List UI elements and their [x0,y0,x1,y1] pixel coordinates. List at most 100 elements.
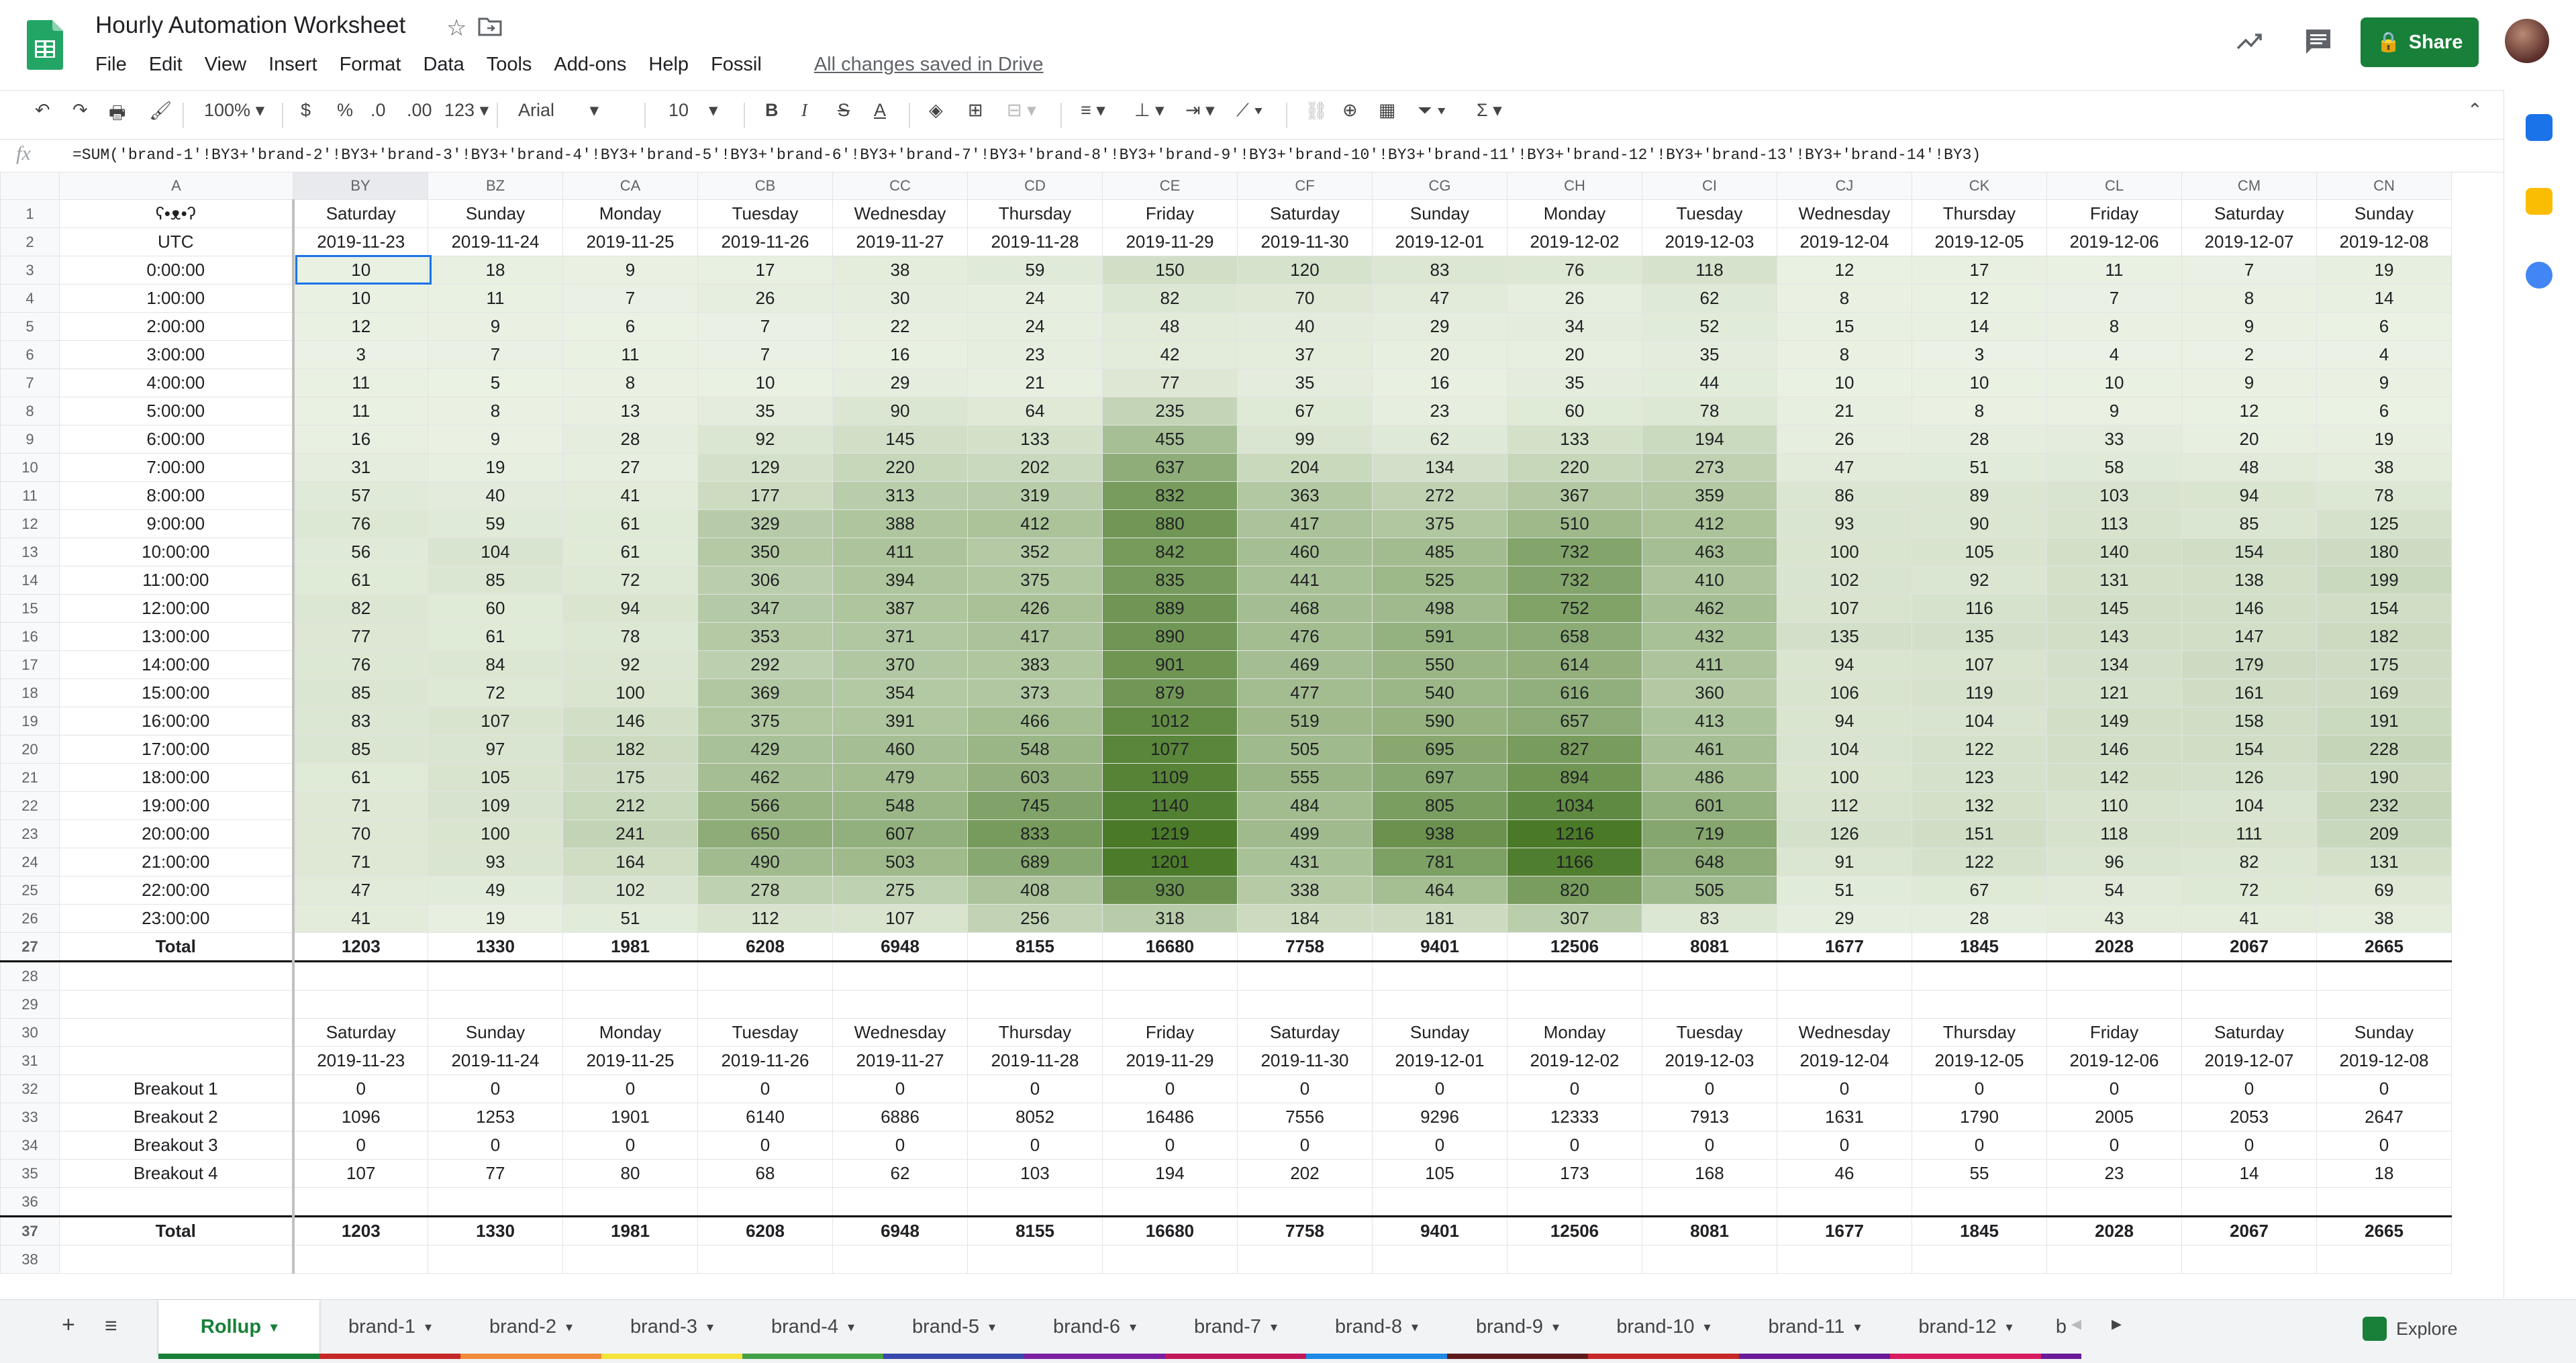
data-cell[interactable]: 116 [1912,594,2047,623]
data-cell[interactable]: 64 [967,397,1103,425]
data-cell[interactable]: 2019-12-04 [1777,1046,1912,1075]
data-cell[interactable]: 107 [293,1159,428,1188]
data-cell[interactable] [1507,961,1642,991]
row-header[interactable]: 6 [0,340,60,369]
data-cell[interactable]: 0 [1777,1074,1912,1103]
data-cell[interactable]: 134 [1372,453,1507,482]
data-cell[interactable]: 461 [1642,735,1777,764]
data-cell[interactable]: 2019-12-05 [1912,1046,2047,1075]
data-cell[interactable]: 375 [697,707,833,736]
data-cell[interactable] [562,1245,698,1274]
data-cell[interactable]: 7758 [1237,1215,1373,1246]
data-cell[interactable]: 146 [562,707,698,736]
data-cell[interactable]: 0 [1237,1131,1373,1160]
data-cell[interactable]: 94 [1777,650,1912,679]
row-label-cell[interactable]: 21:00:00 [59,848,295,876]
data-cell[interactable]: 182 [562,735,698,764]
data-cell[interactable]: 391 [832,707,968,736]
row-header[interactable]: 36 [0,1187,60,1217]
data-cell[interactable]: 412 [1642,509,1777,538]
data-cell[interactable]: 2019-11-25 [562,1046,698,1075]
data-cell[interactable] [428,961,563,991]
data-cell[interactable]: 591 [1372,622,1507,651]
data-cell[interactable]: 16 [293,425,428,454]
data-cell[interactable]: 1981 [562,1215,698,1246]
data-cell[interactable]: 145 [2046,594,2182,623]
data-cell[interactable]: 103 [967,1159,1103,1188]
tab-menu-icon[interactable]: ▾ [565,1319,573,1335]
data-cell[interactable]: 8 [2181,284,2317,313]
row-label-cell[interactable] [59,1046,295,1075]
data-cell[interactable]: 202 [1237,1159,1373,1188]
column-header[interactable]: CL [2046,172,2182,200]
data-cell[interactable]: 92 [1912,566,2047,595]
row-header[interactable]: 38 [0,1245,60,1274]
data-cell[interactable]: 7 [697,340,833,369]
menu-data[interactable]: Data [423,54,464,75]
row-header[interactable]: 14 [0,566,60,595]
data-cell[interactable]: 38 [2316,453,2452,482]
data-cell[interactable]: Sunday [2316,199,2452,228]
data-cell[interactable]: 131 [2316,848,2452,876]
row-header[interactable]: 16 [0,622,60,651]
data-cell[interactable]: 51 [1777,876,1912,905]
data-cell[interactable]: 138 [2181,566,2317,595]
data-cell[interactable]: 383 [967,650,1103,679]
menu-tools[interactable]: Tools [486,54,532,75]
data-cell[interactable] [1102,1245,1238,1274]
data-cell[interactable]: Thursday [967,1018,1103,1047]
data-cell[interactable]: 67 [1912,876,2047,905]
column-header[interactable]: CI [1642,172,1777,200]
data-cell[interactable]: 275 [832,876,968,905]
data-cell[interactable]: 9 [428,312,563,341]
data-cell[interactable]: 131 [2046,566,2182,595]
data-cell[interactable]: 6948 [832,1215,968,1246]
data-cell[interactable] [2316,1245,2452,1274]
data-cell[interactable]: 0 [2316,1131,2452,1160]
data-cell[interactable]: 0 [967,1074,1103,1103]
data-cell[interactable]: 2019-11-23 [293,1046,428,1075]
data-cell[interactable]: 463 [1642,538,1777,566]
data-cell[interactable]: 0 [562,1131,698,1160]
insert-link-icon[interactable]: ⛓ [1305,101,1328,121]
data-cell[interactable]: 411 [1642,650,1777,679]
data-cell[interactable]: 158 [2181,707,2317,736]
row-label-cell[interactable]: 23:00:00 [59,904,295,933]
data-cell[interactable]: 0 [1642,1074,1777,1103]
data-cell[interactable]: 354 [832,678,968,707]
data-cell[interactable]: 82 [293,594,428,623]
spreadsheet-grid[interactable]: A BY BZ CA CB CC CD CE CF CG CH CI CJ CK CL CM CN 1 ʕ•ᴥ•ʔ S… [0,172,2483,1293]
column-header[interactable]: CC [832,172,968,200]
tasks-icon[interactable] [2526,262,2553,289]
data-cell[interactable]: 182 [2316,622,2452,651]
menu-fossil[interactable]: Fossil [711,54,762,75]
font-size-select[interactable]: 10 ▾ [668,100,718,120]
data-cell[interactable]: 21 [967,368,1103,397]
data-cell[interactable]: 7556 [1237,1103,1373,1131]
data-cell[interactable]: 35 [1507,368,1642,397]
data-cell[interactable]: Tuesday [1642,199,1777,228]
data-cell[interactable]: 112 [697,904,833,933]
data-cell[interactable]: 85 [293,678,428,707]
data-cell[interactable] [2316,1187,2452,1217]
data-cell[interactable]: 292 [697,650,833,679]
data-cell[interactable]: 548 [967,735,1103,764]
data-cell[interactable]: 732 [1507,538,1642,566]
data-cell[interactable]: 177 [697,481,833,510]
data-cell[interactable]: 6 [2316,312,2452,341]
formula-input[interactable]: =SUM('brand-1'!BY3+'brand-2'!BY3+'brand-… [72,146,1981,164]
data-cell[interactable] [1507,990,1642,1019]
save-status[interactable]: All changes saved in Drive [813,54,1044,75]
sheet-tab-brand-3[interactable]: brand-3 ▾ [601,1300,742,1359]
data-cell[interactable]: 190 [2316,763,2452,792]
data-cell[interactable]: 37 [1237,340,1373,369]
data-cell[interactable]: 410 [1642,566,1777,595]
data-cell[interactable]: 54 [2046,876,2182,905]
data-cell[interactable]: 519 [1237,707,1373,736]
data-cell[interactable]: Saturday [2181,1018,2317,1047]
data-cell[interactable]: 107 [1777,594,1912,623]
data-cell[interactable]: 550 [1372,650,1507,679]
data-cell[interactable]: 104 [2181,791,2317,820]
data-cell[interactable]: 18 [428,256,563,285]
data-cell[interactable]: 2019-12-08 [2316,228,2452,256]
